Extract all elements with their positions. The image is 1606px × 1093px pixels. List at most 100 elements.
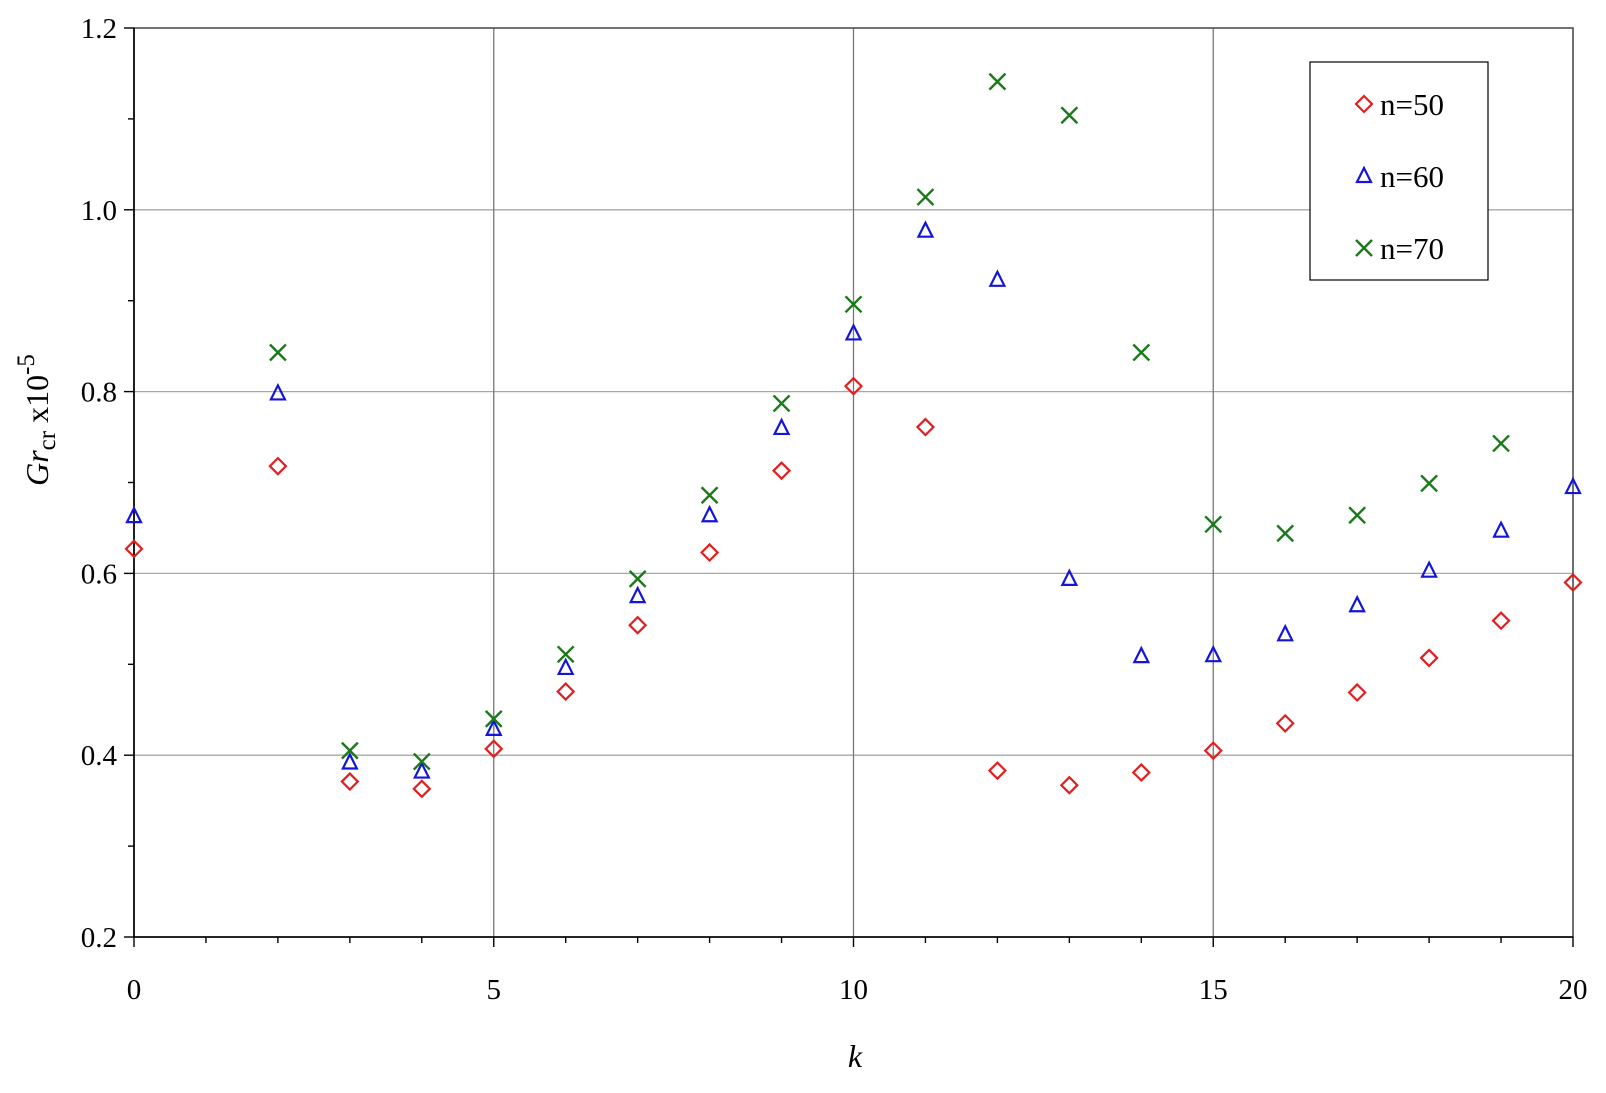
data-point-n-70 — [412, 752, 431, 771]
y-tick-label: 0.8 — [81, 377, 117, 409]
data-point-n-60 — [700, 504, 719, 523]
x-tick-label: 20 — [1559, 974, 1588, 1006]
data-point-n-50 — [771, 461, 792, 481]
y-axis-title-mid: x10 — [19, 375, 55, 431]
data-point-n-50 — [1131, 762, 1151, 783]
data-point-n-50 — [987, 761, 1007, 781]
x-marker-stroke — [916, 188, 935, 206]
marks-layer — [124, 72, 1583, 799]
data-point-n-50 — [915, 417, 936, 437]
x-marker-stroke — [700, 486, 719, 505]
y-tick-label: 1.0 — [81, 195, 117, 227]
x-marker-stroke — [628, 570, 647, 588]
data-point-n-60 — [844, 322, 863, 341]
data-point-n-60 — [1132, 645, 1151, 664]
data-point-n-70 — [484, 709, 503, 728]
series-n-50 — [124, 376, 1583, 799]
data-point-n-50 — [124, 539, 144, 559]
data-point-n-60 — [1420, 560, 1438, 578]
legend: n=50 n=60 n=70 — [1309, 61, 1489, 281]
data-point-n-70 — [556, 645, 575, 664]
legend-label-n-60: n=60 — [1380, 159, 1444, 194]
x-axis-title: k — [848, 1038, 863, 1074]
data-point-n-70 — [628, 570, 647, 588]
y-tick-label: 0.4 — [81, 740, 118, 772]
legend-marker-n-70 — [1355, 239, 1373, 257]
x-marker-stroke — [412, 752, 431, 771]
data-point-n-50 — [412, 779, 432, 799]
data-point-n-60 — [1204, 644, 1223, 663]
data-point-n-70 — [844, 295, 863, 314]
x-marker-stroke — [772, 394, 791, 413]
data-point-n-70 — [1060, 106, 1079, 125]
data-point-n-50 — [1275, 713, 1295, 733]
x-marker-stroke — [269, 343, 287, 362]
data-point-n-60 — [1492, 520, 1510, 538]
x-marker-stroke — [1420, 474, 1438, 493]
legend-label-n-50: n=50 — [1380, 87, 1444, 122]
data-point-n-50 — [1203, 741, 1223, 761]
data-point-n-60 — [1564, 476, 1582, 495]
series-n-60 — [125, 220, 1582, 779]
data-point-n-60 — [988, 269, 1007, 287]
x-marker-stroke — [556, 645, 575, 664]
data-point-n-60 — [413, 761, 431, 779]
x-marker-stroke — [1276, 524, 1295, 543]
x-tick-label: 10 — [839, 974, 868, 1006]
data-point-n-60 — [628, 585, 647, 604]
y-axis-title-base: Gr — [19, 450, 55, 486]
data-point-n-60 — [125, 505, 143, 524]
data-point-n-70 — [988, 72, 1007, 91]
data-point-n-60 — [1348, 594, 1366, 613]
data-point-n-50 — [268, 456, 288, 476]
x-marker-stroke — [988, 72, 1007, 91]
data-point-n-70 — [916, 188, 935, 206]
y-tick-label: 1.2 — [81, 13, 117, 45]
data-point-n-70 — [1348, 506, 1366, 525]
data-point-n-70 — [1276, 524, 1295, 543]
data-point-n-50 — [1419, 648, 1439, 668]
data-point-n-50 — [1347, 682, 1367, 703]
x-tick-label: 15 — [1199, 974, 1228, 1006]
legend-marker-n-60 — [1355, 165, 1373, 184]
x-tick-label: 5 — [487, 974, 502, 1006]
legend-label-n-70: n=70 — [1380, 231, 1444, 266]
data-point-n-50 — [484, 739, 504, 759]
data-point-n-50 — [700, 542, 720, 563]
data-point-n-50 — [843, 376, 864, 396]
data-point-n-70 — [1204, 515, 1223, 534]
legend-marker-n-50 — [1354, 94, 1374, 114]
data-point-n-60 — [916, 220, 935, 238]
data-point-n-70 — [269, 343, 287, 362]
data-point-n-70 — [1132, 343, 1151, 362]
x-marker-stroke — [484, 709, 503, 728]
y-axis-title-superscript: -5 — [13, 354, 40, 375]
y-tick-label: 0.2 — [81, 922, 117, 954]
data-point-n-50 — [628, 615, 648, 635]
y-axis-title: Grcr x10-5 — [13, 354, 61, 486]
x-marker-stroke — [844, 295, 863, 314]
data-point-n-60 — [1060, 568, 1079, 586]
data-point-n-50 — [1059, 775, 1079, 795]
x-marker-stroke — [1355, 239, 1373, 257]
axis-layer: 0.2 0.4 0.6 0.8 1.0 1.2 0 5 10 15 20 — [81, 13, 1588, 1006]
data-point-n-70 — [1492, 434, 1510, 453]
data-point-n-70 — [772, 394, 791, 413]
y-axis-title-subscript: cr — [34, 430, 61, 450]
series-n-70 — [269, 72, 1510, 771]
x-marker-stroke — [1492, 434, 1510, 453]
data-point-n-50 — [556, 682, 576, 702]
data-point-n-60 — [772, 417, 791, 436]
x-tick-label: 0 — [127, 974, 142, 1006]
x-marker-stroke — [1132, 343, 1151, 362]
x-marker-stroke — [1204, 515, 1223, 534]
data-point-n-60 — [269, 382, 287, 401]
legend-box — [1309, 61, 1489, 281]
data-point-n-60 — [484, 718, 503, 736]
data-point-n-60 — [556, 657, 575, 676]
data-point-n-50 — [340, 772, 360, 792]
x-marker-stroke — [1348, 506, 1366, 525]
x-marker-stroke — [1060, 106, 1079, 125]
